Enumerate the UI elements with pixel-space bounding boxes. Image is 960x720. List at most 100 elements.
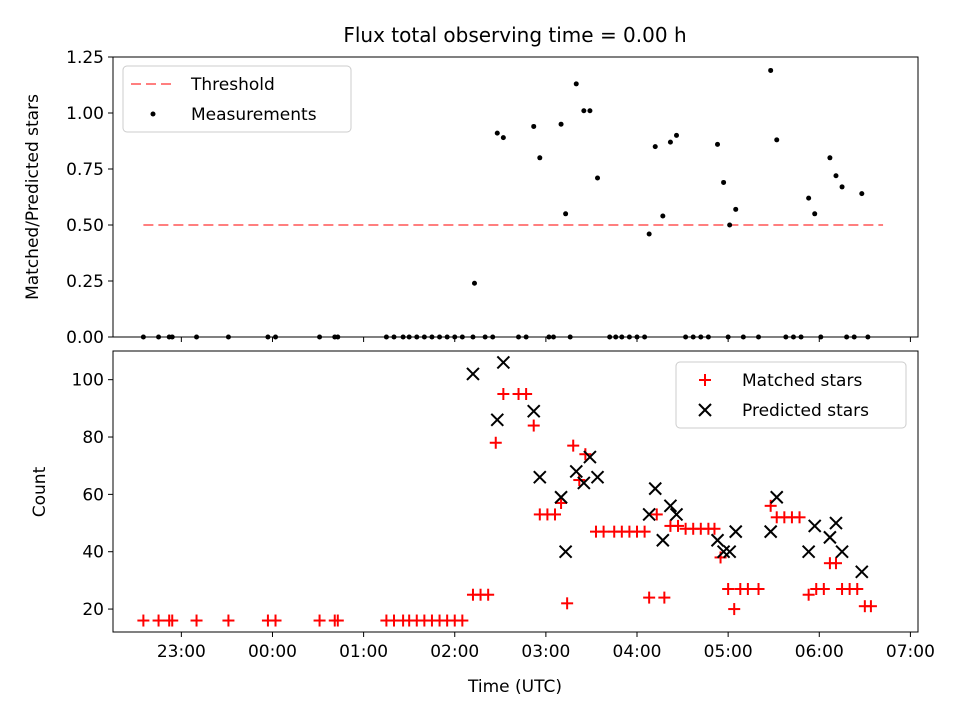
predicted-star-point <box>801 545 816 559</box>
measurement-point <box>812 211 818 217</box>
bottom-panel: 20 40 60 80 100 23:00 00:00 01:00 02:00 03:00 04:0… <box>30 350 935 697</box>
x-tick-label: 05:00 <box>704 642 753 662</box>
bottom-legend: Matched stars Predicted stars <box>675 361 907 429</box>
predicted-star-point <box>577 476 591 490</box>
top-y-tick-label: 0.50 <box>66 216 104 236</box>
predicted-star-point <box>583 450 597 464</box>
measurement-point <box>563 211 569 217</box>
matched-star-point <box>573 474 586 487</box>
matched-star-point <box>793 511 806 524</box>
matched-star-point <box>802 588 815 601</box>
matched-star-point <box>672 519 685 532</box>
legend-measurements-label: Measurements <box>191 105 317 125</box>
matched-star-point <box>722 582 735 595</box>
legend-predicted-label: Predicted stars <box>742 401 869 421</box>
x-axis-label: Time (UTC) <box>467 677 562 697</box>
predicted-star-point <box>835 545 849 559</box>
matched-star-point <box>567 439 580 452</box>
matched-star-point <box>638 525 651 538</box>
matched-star-point <box>152 614 165 627</box>
x-tick-label: 00:00 <box>248 642 297 662</box>
matched-star-point <box>137 614 150 627</box>
measurement-point <box>494 130 500 136</box>
measurement-point <box>839 184 845 190</box>
bottom-y-tick-label: 40 <box>82 543 104 563</box>
matched-star-point <box>817 582 830 595</box>
predicted-star-point <box>855 565 869 579</box>
matched-star-point <box>752 582 765 595</box>
legend-predicted-swatch <box>698 403 712 417</box>
matched-star-point <box>658 591 671 604</box>
predicted-star-point <box>770 490 784 504</box>
measurement-point <box>581 108 587 114</box>
top-legend-box <box>122 65 352 133</box>
predicted-star-point <box>669 507 684 522</box>
predicted-star-point <box>590 470 605 484</box>
measurement-point <box>833 173 839 179</box>
matched-star-point <box>527 419 540 432</box>
predicted-star-point <box>823 530 837 545</box>
bottom-scatter-points <box>137 355 877 627</box>
predicted-star-point <box>554 490 568 504</box>
predicted-star-point <box>729 524 743 539</box>
matched-star-point <box>166 614 179 627</box>
matched-star-point <box>489 436 502 449</box>
x-tick-label: 04:00 <box>613 642 662 662</box>
matched-star-point <box>331 614 344 627</box>
predicted-star-point <box>763 524 778 539</box>
predicted-star-point <box>710 533 725 547</box>
matched-star-point <box>561 597 574 610</box>
top-y-tick-label: 0.00 <box>66 328 104 348</box>
measurement-point <box>774 137 780 143</box>
legend-measurements-swatch <box>150 111 156 117</box>
x-tick-label: 03:00 <box>521 642 570 662</box>
measurement-point <box>531 123 537 129</box>
measurement-point <box>715 141 721 147</box>
measurement-point <box>827 155 833 161</box>
measurement-point <box>768 67 774 73</box>
legend-matched-label: Matched stars <box>742 371 862 391</box>
measurement-point <box>646 231 652 237</box>
top-y-tick-label: 1.25 <box>66 48 104 68</box>
predicted-star-point <box>466 367 480 381</box>
measurement-point <box>667 139 673 145</box>
bottom-axis-ticks: 20 40 60 80 100 23:00 00:00 01:00 02:00 03:00 04:0… <box>72 371 935 662</box>
matched-star-point <box>643 591 656 604</box>
matched-star-point <box>851 582 864 595</box>
predicted-star-point <box>663 499 678 513</box>
matched-star-point <box>708 522 721 535</box>
matched-star-point <box>482 588 495 601</box>
measurement-point <box>537 155 543 161</box>
legend-threshold-label: Threshold <box>190 75 275 95</box>
matched-star-point <box>728 603 741 616</box>
matched-star-point <box>548 508 561 521</box>
measurement-point <box>500 135 506 141</box>
predicted-star-point <box>722 545 737 559</box>
matched-star-point <box>222 614 235 627</box>
predicted-star-point <box>808 519 822 533</box>
matched-star-point <box>497 388 510 401</box>
matched-star-point <box>597 525 610 538</box>
predicted-star-point <box>648 481 662 496</box>
bottom-y-tick-label: 60 <box>82 485 104 505</box>
x-tick-label: 07:00 <box>886 642 935 662</box>
top-axis-ticks: 0.00 0.25 0.50 0.75 1.00 1.25 <box>66 48 911 348</box>
predicted-star-point <box>642 507 656 522</box>
measurement-point <box>595 175 601 181</box>
x-tick-label: 23:00 <box>157 642 206 662</box>
matched-star-point <box>741 582 754 595</box>
matched-star-point <box>269 614 282 627</box>
top-y-axis-label: Matched/Predicted stars <box>23 94 43 300</box>
matched-star-point <box>190 614 203 627</box>
measurement-point <box>859 191 865 197</box>
matched-star-point <box>650 508 663 521</box>
x-tick-label: 01:00 <box>339 642 388 662</box>
measurement-point <box>558 121 564 127</box>
top-y-tick-label: 0.75 <box>66 160 104 180</box>
predicted-star-point <box>527 404 541 418</box>
measurement-point <box>727 222 733 228</box>
top-y-tick-label: 1.00 <box>66 104 104 124</box>
x-tick-label: 06:00 <box>795 642 844 662</box>
matched-star-point <box>313 614 326 627</box>
top-y-tick-label: 0.25 <box>66 272 104 292</box>
